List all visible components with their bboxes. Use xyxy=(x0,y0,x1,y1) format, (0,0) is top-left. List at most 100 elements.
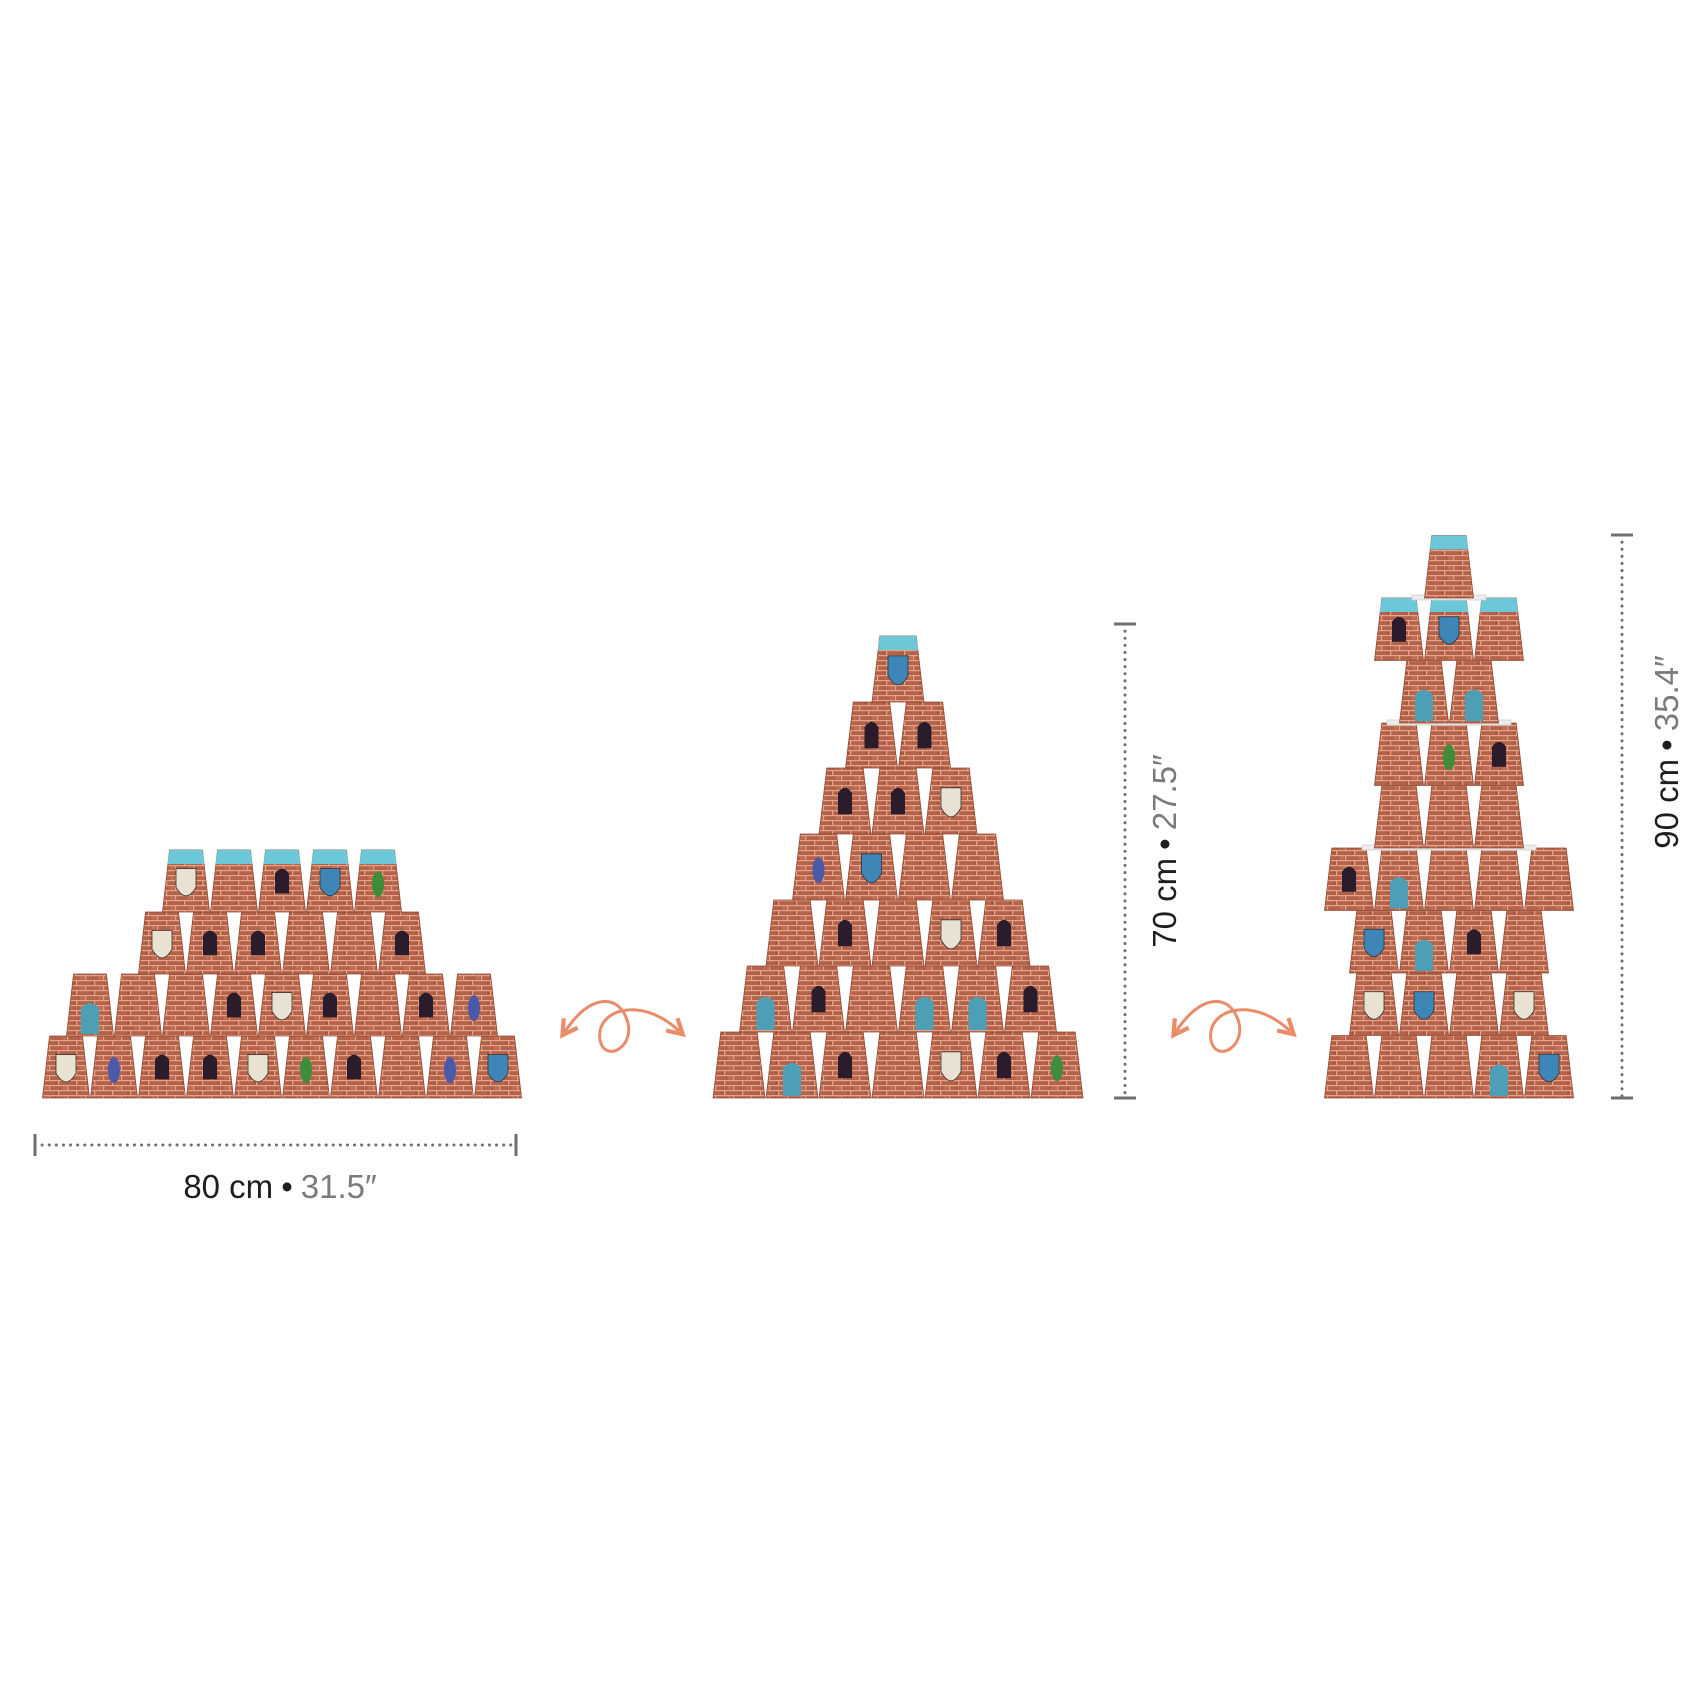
cup xyxy=(871,635,925,703)
cup xyxy=(114,973,162,1037)
cup xyxy=(792,965,845,1033)
cup xyxy=(977,899,1031,967)
cup xyxy=(1399,972,1449,1036)
figure xyxy=(108,1057,120,1084)
cup-body xyxy=(1474,847,1524,911)
cup xyxy=(234,1035,282,1099)
cup xyxy=(1374,1035,1424,1099)
cup-body xyxy=(378,1035,426,1099)
cup xyxy=(951,833,1004,901)
cup xyxy=(66,973,114,1037)
window xyxy=(811,985,826,1013)
cup xyxy=(765,1031,819,1099)
cup xyxy=(42,1035,90,1099)
cup-sky xyxy=(1479,598,1519,612)
cup-body xyxy=(1374,722,1424,786)
cup xyxy=(1449,972,1499,1036)
imperial: 35.4″ xyxy=(1648,655,1685,731)
cup xyxy=(1349,910,1399,974)
cup xyxy=(162,973,210,1037)
door xyxy=(1490,1064,1508,1096)
cup-body xyxy=(282,911,330,975)
cup xyxy=(138,911,186,975)
cup xyxy=(1374,722,1424,786)
cup xyxy=(1424,785,1474,849)
window xyxy=(1492,741,1506,767)
window xyxy=(203,1054,217,1080)
imperial: 27.5″ xyxy=(1146,754,1183,830)
cup xyxy=(474,1035,522,1099)
metric: 80 cm xyxy=(183,1168,273,1205)
cup xyxy=(1424,535,1474,599)
door xyxy=(915,996,934,1030)
window xyxy=(997,1051,1011,1079)
cup-body xyxy=(1499,910,1549,974)
window xyxy=(838,787,852,815)
cup xyxy=(186,911,234,975)
cup-body xyxy=(871,1031,925,1099)
height-dimension: 90 cm • 35.4″ xyxy=(1611,533,1685,1100)
shield xyxy=(1413,991,1435,1020)
cup-body xyxy=(712,1031,766,1099)
ledge xyxy=(1386,719,1512,726)
shield xyxy=(887,655,909,686)
cup-body xyxy=(330,911,378,975)
cup xyxy=(898,965,951,1033)
cup xyxy=(1374,597,1424,661)
cup xyxy=(898,833,951,901)
shield xyxy=(1363,928,1385,958)
shield xyxy=(55,1054,77,1083)
cup xyxy=(258,849,306,913)
cup xyxy=(871,899,925,967)
cup xyxy=(138,1035,186,1099)
dimension-label: 90 cm • 35.4″ xyxy=(1648,655,1685,849)
dimension-label: 80 cm • 31.5″ xyxy=(183,1168,377,1205)
shield xyxy=(319,868,341,897)
cup xyxy=(354,849,402,913)
cup-body xyxy=(951,833,1004,901)
cup-stacks xyxy=(42,535,1574,1099)
cup-body xyxy=(1374,785,1424,849)
separator: • xyxy=(1648,739,1685,751)
cup xyxy=(306,973,354,1037)
cup xyxy=(1424,847,1474,911)
cup xyxy=(1374,785,1424,849)
cup-sky xyxy=(1379,598,1419,612)
cup xyxy=(1474,722,1524,786)
figure xyxy=(300,1057,312,1084)
door xyxy=(756,996,775,1030)
shield xyxy=(1538,1053,1560,1083)
imperial: 31.5″ xyxy=(301,1168,377,1205)
cup xyxy=(1524,847,1574,911)
cup-body xyxy=(898,833,951,901)
cup xyxy=(818,899,872,967)
window xyxy=(227,992,241,1018)
figure xyxy=(1443,744,1455,771)
transform-arrow xyxy=(1177,1000,1289,1053)
metric: 70 cm xyxy=(1146,858,1183,948)
cup-body xyxy=(1374,1035,1424,1099)
separator: • xyxy=(281,1168,293,1205)
cup xyxy=(378,1035,426,1099)
figure xyxy=(372,871,384,898)
window xyxy=(1023,985,1038,1013)
metric: 90 cm xyxy=(1648,759,1685,849)
cup xyxy=(354,973,402,1037)
cup-body xyxy=(1324,1035,1374,1099)
cup-sky xyxy=(167,850,205,864)
cup-body xyxy=(871,899,925,967)
cup xyxy=(924,767,978,835)
cup xyxy=(1349,972,1399,1036)
figure xyxy=(468,995,480,1022)
cup xyxy=(898,701,951,769)
cup-sky xyxy=(877,636,919,650)
cup-body xyxy=(1424,1035,1474,1099)
cup xyxy=(1030,1031,1084,1099)
window xyxy=(155,1054,169,1080)
cup xyxy=(1474,1035,1524,1099)
shield xyxy=(940,787,962,818)
height-dimension: 70 cm • 27.5″ xyxy=(1114,622,1183,1100)
cup xyxy=(845,701,898,769)
cup-body xyxy=(1424,785,1474,849)
